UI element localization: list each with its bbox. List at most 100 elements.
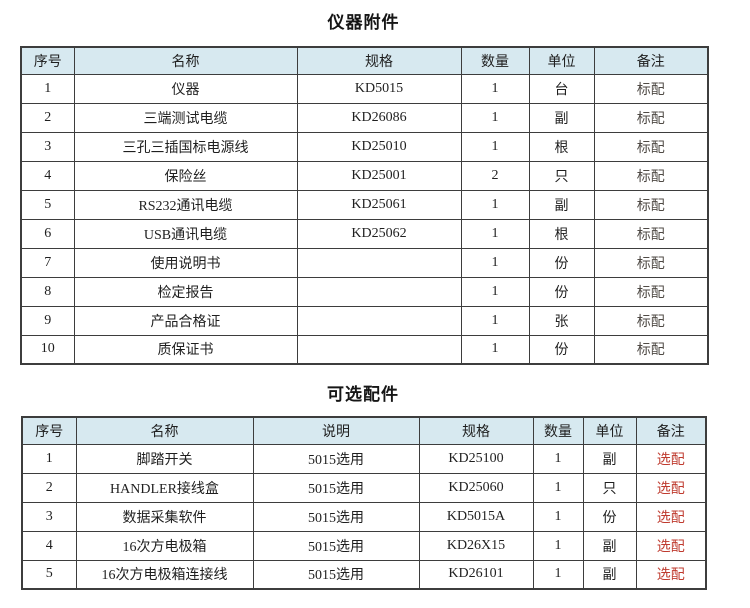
cell: RS232通讯电缆 <box>73 189 298 220</box>
note-cell: 标配 <box>593 160 709 191</box>
cell: KD25061 <box>296 189 462 220</box>
note-cell: 标配 <box>593 334 709 365</box>
cell: 6 <box>20 218 75 249</box>
section-optional-accessories: 可选配件 序号 名称 说明 规格 数量 单位 备注 1 脚踏开关 5015选用 KD25100 1 副选… <box>0 380 750 590</box>
cell: 使用说明书 <box>73 247 298 278</box>
note-cell: 选配 <box>635 501 707 532</box>
table-row: 5 16次方电极箱连接线 5015选用 KD26101 1 副选配 <box>21 559 707 590</box>
cell: 三孔三插国标电源线 <box>73 131 298 162</box>
cell: 5015选用 <box>252 530 420 561</box>
cell: 2 <box>20 102 75 133</box>
cell: 1 <box>460 73 530 104</box>
column-header: 说明 <box>252 416 420 445</box>
cell: 3 <box>20 131 75 162</box>
cell: 检定报告 <box>73 276 298 307</box>
cell: 5015选用 <box>252 559 420 590</box>
table-row: 1 仪器 KD5015 1 台标配 <box>20 73 709 104</box>
cell: 1 <box>20 73 75 104</box>
cell: 副 <box>582 530 637 561</box>
cell: 1 <box>460 102 530 133</box>
cell: 5015选用 <box>252 501 420 532</box>
cell <box>296 276 462 307</box>
cell: 16次方电极箱 <box>75 530 254 561</box>
document-page: 仪器附件 序号 名称 规格 数量 单位 备注 1 仪器 KD5015 1 台标配 2 三端测试电缆 KD2… <box>0 13 750 590</box>
cell: 1 <box>21 443 77 474</box>
standard-accessories-table: 序号 名称 规格 数量 单位 备注 1 仪器 KD5015 1 台标配 2 三端测试电缆 KD26086 1… <box>20 46 709 365</box>
table-row: 8 检定报告 1 份标配 <box>20 276 709 307</box>
cell <box>296 247 462 278</box>
cell: 台 <box>528 73 595 104</box>
column-header: 数量 <box>532 416 584 445</box>
column-header: 数量 <box>460 46 530 75</box>
note-cell: 选配 <box>635 472 707 503</box>
table-row: 4 16次方电极箱 5015选用 KD26X15 1 副选配 <box>21 530 707 561</box>
cell: 副 <box>528 189 595 220</box>
column-header: 规格 <box>296 46 462 75</box>
cell: 16次方电极箱连接线 <box>75 559 254 590</box>
note-cell: 标配 <box>593 189 709 220</box>
cell: 质保证书 <box>73 334 298 365</box>
table-row: 9 产品合格证 1 张标配 <box>20 305 709 336</box>
cell: KD26086 <box>296 102 462 133</box>
note-cell: 标配 <box>593 276 709 307</box>
cell: 份 <box>528 334 595 365</box>
cell <box>296 305 462 336</box>
note-cell: 标配 <box>593 131 709 162</box>
cell: 2 <box>460 160 530 191</box>
cell: 三端测试电缆 <box>73 102 298 133</box>
cell: 仪器 <box>73 73 298 104</box>
cell: KD25010 <box>296 131 462 162</box>
note-cell: 选配 <box>635 530 707 561</box>
column-header: 规格 <box>418 416 534 445</box>
table-row: 1 脚踏开关 5015选用 KD25100 1 副选配 <box>21 443 707 474</box>
table-row: 5 RS232通讯电缆 KD25061 1 副标配 <box>20 189 709 220</box>
cell: USB通讯电缆 <box>73 218 298 249</box>
column-header: 序号 <box>20 46 75 75</box>
header-row: 序号 名称 说明 规格 数量 单位 备注 <box>21 416 707 445</box>
cell: 1 <box>532 559 584 590</box>
cell: KD5015A <box>418 501 534 532</box>
cell: 1 <box>532 501 584 532</box>
table-row: 2 三端测试电缆 KD26086 1 副标配 <box>20 102 709 133</box>
table-row: 4 保险丝 KD25001 2 只标配 <box>20 160 709 191</box>
cell: KD25060 <box>418 472 534 503</box>
cell: 份 <box>582 501 637 532</box>
cell: 5015选用 <box>252 443 420 474</box>
cell: 1 <box>460 247 530 278</box>
cell: KD25001 <box>296 160 462 191</box>
table-row: 6 USB通讯电缆 KD25062 1 根标配 <box>20 218 709 249</box>
cell: HANDLER接线盒 <box>75 472 254 503</box>
column-header: 备注 <box>635 416 707 445</box>
column-header: 备注 <box>593 46 709 75</box>
cell: 1 <box>460 131 530 162</box>
column-header: 序号 <box>21 416 77 445</box>
cell: 1 <box>532 443 584 474</box>
cell: 7 <box>20 247 75 278</box>
cell: KD26X15 <box>418 530 534 561</box>
cell: 副 <box>582 559 637 590</box>
table-row: 3 三孔三插国标电源线 KD25010 1 根标配 <box>20 131 709 162</box>
cell: 副 <box>582 443 637 474</box>
cell: 只 <box>528 160 595 191</box>
cell: 1 <box>460 305 530 336</box>
header-row: 序号 名称 规格 数量 单位 备注 <box>20 46 709 75</box>
cell: 4 <box>20 160 75 191</box>
column-header: 名称 <box>73 46 298 75</box>
cell: 副 <box>528 102 595 133</box>
column-header: 单位 <box>582 416 637 445</box>
cell: KD25100 <box>418 443 534 474</box>
cell: 根 <box>528 218 595 249</box>
cell: 根 <box>528 131 595 162</box>
cell: 1 <box>460 334 530 365</box>
cell: 9 <box>20 305 75 336</box>
cell: 1 <box>532 472 584 503</box>
cell: 数据采集软件 <box>75 501 254 532</box>
cell: 份 <box>528 276 595 307</box>
cell: 份 <box>528 247 595 278</box>
cell: 8 <box>20 276 75 307</box>
cell: 1 <box>532 530 584 561</box>
note-cell: 标配 <box>593 247 709 278</box>
cell: KD25062 <box>296 218 462 249</box>
cell: 1 <box>460 189 530 220</box>
cell: 只 <box>582 472 637 503</box>
